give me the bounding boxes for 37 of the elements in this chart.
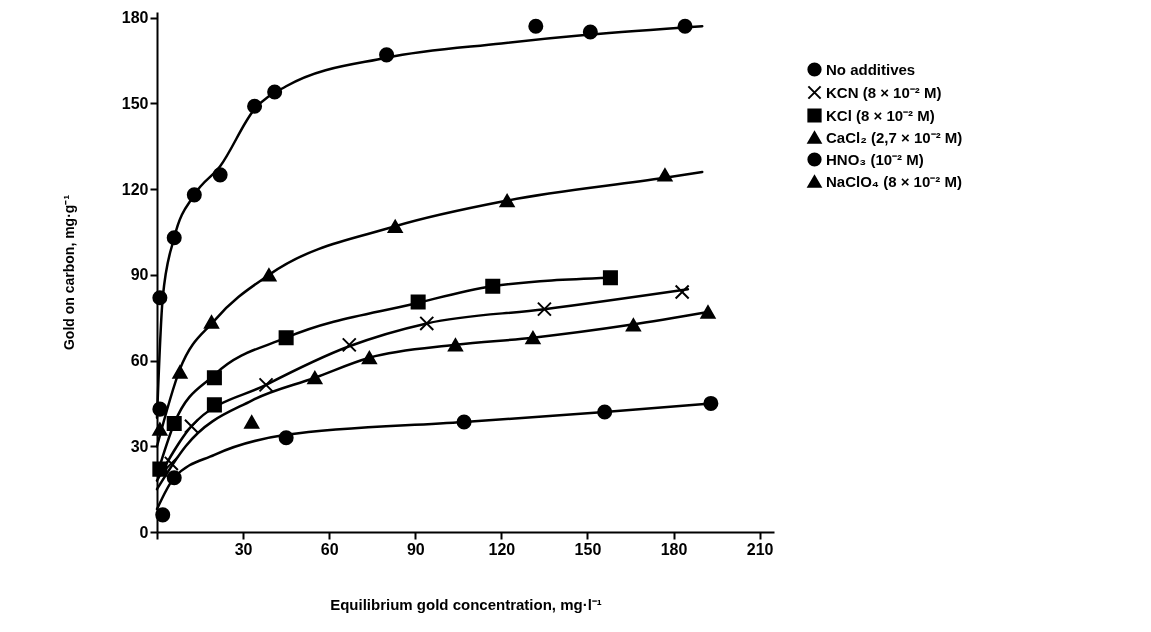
- point: [244, 415, 260, 429]
- point: [258, 377, 274, 393]
- point: [447, 338, 463, 352]
- x-tick-label: 30: [234, 540, 253, 558]
- y-tick-label: 60: [130, 352, 149, 370]
- legend-label: No additives: [826, 60, 916, 78]
- point: [536, 301, 552, 317]
- point: [602, 270, 618, 286]
- x-tick-label: 60: [320, 540, 339, 558]
- legend-label: CaCl₂ (2,7 × 10⁻² M): [826, 128, 963, 146]
- point: [341, 337, 357, 353]
- x-axis-title: Equilibrium gold concentration, mg·l⁻¹: [330, 595, 602, 613]
- point: [419, 315, 435, 331]
- point: [155, 507, 171, 523]
- y-tick-label: 150: [121, 94, 149, 112]
- x-tick-label: 90: [406, 540, 425, 558]
- y-tick-label: 180: [121, 9, 149, 27]
- point: [625, 318, 641, 332]
- y-tick-label: 90: [130, 266, 149, 284]
- x-tick-label: 150: [574, 540, 602, 558]
- point: [700, 305, 716, 319]
- point: [183, 418, 199, 434]
- x-tick-label: 210: [746, 540, 774, 558]
- y-axis-title: Gold on carbon, mg·g⁻¹: [60, 194, 77, 351]
- legend-label: HNO₃ (10⁻² M): [826, 150, 924, 168]
- x-tick-label: 120: [488, 540, 516, 558]
- legend-label: KCN (8 × 10⁻² M): [826, 83, 942, 101]
- point: [528, 18, 544, 34]
- y-tick-label: 120: [121, 180, 149, 198]
- y-tick-label: 30: [130, 437, 149, 455]
- point: [410, 294, 426, 310]
- x-tick-label: 180: [660, 540, 688, 558]
- legend-label: NaClO₄ (8 × 10⁻² M): [826, 172, 962, 190]
- y-tick-label: 0: [139, 523, 149, 541]
- legend-label: KCl (8 × 10⁻² M): [826, 106, 935, 124]
- point: [163, 455, 179, 471]
- point: [674, 284, 690, 300]
